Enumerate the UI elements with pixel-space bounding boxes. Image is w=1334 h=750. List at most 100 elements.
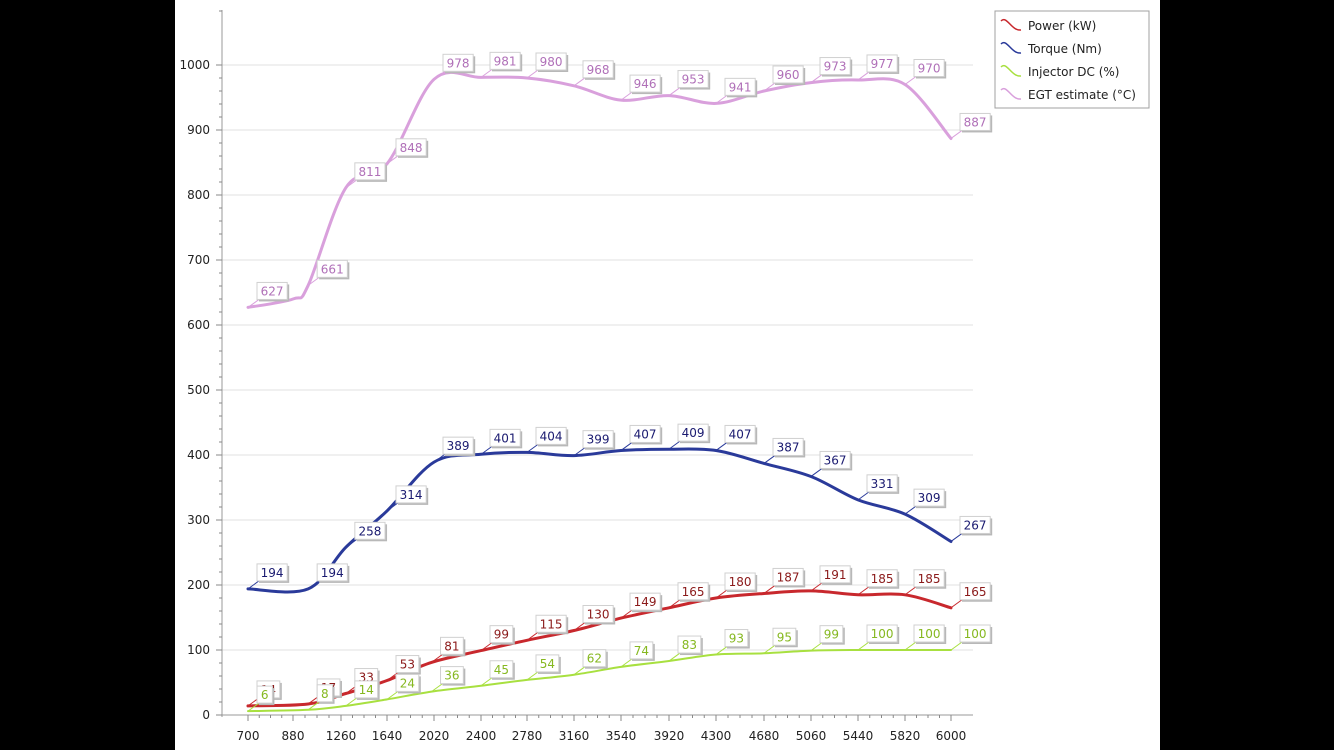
data-label-leader — [715, 646, 728, 655]
data-label-text: 399 — [587, 433, 610, 447]
data-label-box — [913, 59, 945, 77]
data-label: 185 — [904, 569, 947, 596]
data-label-text: 62 — [587, 652, 602, 666]
x-tick-label: 6000 — [936, 729, 967, 743]
x-tick-label: 4680 — [749, 729, 780, 743]
data-label-text: 407 — [729, 427, 752, 441]
data-label-box — [535, 52, 567, 71]
legend-label: Torque (Nm) — [1027, 42, 1102, 56]
data-label-leader — [480, 68, 493, 78]
data-labels-egt-estimate-c: 627 661 811 848 978 981 980 968 946 953 941 960 973 9… — [247, 51, 993, 308]
data-label-text: 54 — [540, 657, 555, 671]
data-label-box — [582, 605, 614, 623]
data-label-box — [819, 625, 844, 644]
data-label-leader — [810, 468, 823, 477]
data-label-leader — [307, 701, 320, 711]
data-label: 83 — [668, 635, 703, 662]
series-line — [247, 648, 952, 713]
data-label-leader — [857, 641, 870, 651]
series-egt-estimate-c — [246, 70, 953, 309]
data-label-text: 45 — [494, 663, 509, 677]
legend-item: Torque (Nm) — [1000, 41, 1102, 56]
legend-swatch — [1000, 18, 1022, 31]
y-tick-label: 500 — [187, 383, 210, 397]
data-label-text: 941 — [729, 80, 752, 94]
data-label-text: 83 — [682, 638, 697, 652]
data-label-leader — [810, 74, 823, 83]
data-label-box — [724, 629, 749, 648]
data-label-leader — [386, 502, 399, 512]
data-label-box — [677, 70, 709, 89]
data-label-leader — [904, 76, 917, 85]
data-label: 100 — [904, 624, 947, 651]
data-label-text: 53 — [400, 658, 415, 672]
data-label-text: 165 — [964, 585, 987, 599]
plot-area — [222, 10, 973, 715]
data-label-box — [256, 685, 273, 704]
data-label-text: 848 — [400, 141, 423, 155]
data-label-text: 36 — [444, 669, 459, 683]
x-tick-label: 880 — [282, 729, 305, 743]
data-label-leader — [345, 179, 358, 189]
data-label-leader — [763, 455, 776, 464]
data-label-text: 968 — [587, 63, 610, 77]
data-label-box — [535, 654, 560, 673]
data-label-box — [316, 684, 334, 703]
data-label-box — [354, 680, 379, 699]
data-label: 981 — [480, 51, 523, 78]
data-label-text: 389 — [447, 439, 470, 453]
data-label: 887 — [950, 112, 993, 139]
data-label-box — [256, 281, 288, 300]
x-tick-label: 3540 — [606, 729, 637, 743]
data-label: 661 — [307, 259, 350, 286]
legend-item: Injector DC (%) — [1000, 64, 1119, 79]
data-label-text: 258 — [358, 524, 381, 538]
data-label-leader — [307, 580, 320, 590]
data-label-box — [440, 666, 464, 685]
data-label-text: 8 — [321, 687, 329, 701]
data-label-leader — [247, 702, 260, 712]
data-label: 194 — [307, 563, 350, 590]
data-label-leader — [526, 443, 539, 453]
data-label: 81 — [431, 636, 466, 663]
y-tick-label: 600 — [187, 318, 210, 332]
data-label-box — [866, 624, 898, 643]
data-label-text: 331 — [871, 477, 894, 491]
data-label-text: 74 — [634, 644, 649, 658]
data-label-text: 887 — [964, 115, 987, 129]
data-label-leader — [810, 582, 823, 592]
data-label: 100 — [950, 624, 993, 651]
y-tick-label: 100 — [187, 643, 210, 657]
data-label-box — [724, 424, 756, 443]
data-label-leader — [668, 599, 681, 609]
data-label-leader — [620, 91, 633, 101]
data-label-text: 811 — [358, 165, 381, 179]
data-label-box — [582, 430, 614, 449]
line-chart: 0 100 200 300 400 500 600 700 800 900 1000 700 880 12… — [179, 10, 1150, 743]
data-label-leader — [857, 71, 870, 81]
data-label-box — [677, 635, 702, 654]
data-label-text: 93 — [729, 632, 744, 646]
data-label-text: 309 — [918, 491, 941, 505]
data-label-text: 24 — [400, 676, 415, 690]
data-label: 149 — [620, 592, 663, 619]
legend-label: EGT estimate (°C) — [1028, 88, 1136, 102]
data-label: 407 — [715, 424, 758, 451]
data-label-text: 267 — [964, 518, 987, 532]
data-label: 267 — [950, 515, 993, 542]
x-tick-label: 2020 — [419, 729, 450, 743]
data-label: 367 — [810, 450, 853, 477]
data-label: 811 — [345, 162, 388, 189]
data-label-leader — [526, 69, 539, 79]
data-label: 389 — [433, 436, 476, 463]
data-label: 960 — [763, 65, 806, 92]
data-label-box — [316, 563, 348, 582]
data-label: 165 — [950, 582, 993, 609]
data-label-text: 970 — [918, 62, 941, 76]
data-label-leader — [526, 671, 539, 681]
data-label-leader — [620, 658, 633, 668]
data-label-box — [959, 582, 991, 601]
data-label-text: 314 — [400, 488, 423, 502]
data-label-box — [489, 660, 514, 679]
data-label-box — [959, 515, 991, 534]
